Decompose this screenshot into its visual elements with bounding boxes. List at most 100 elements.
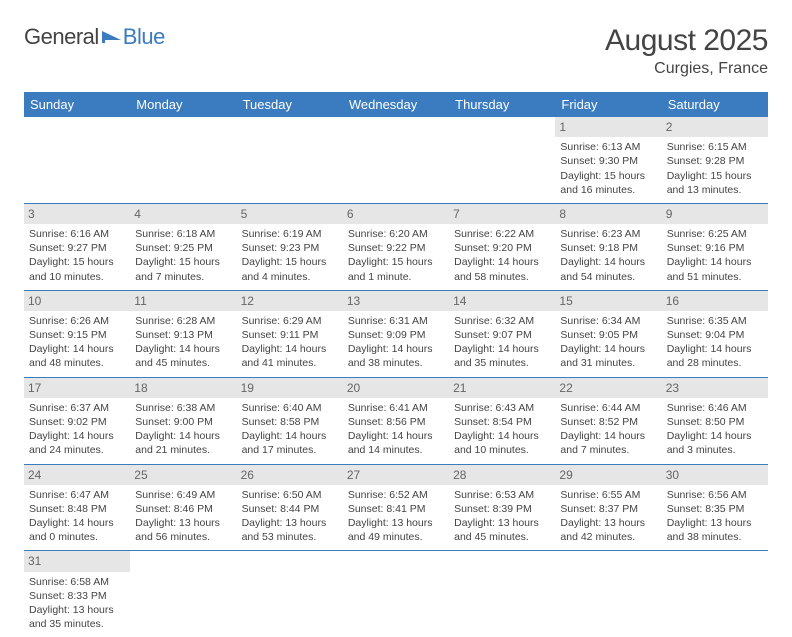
location: Curgies, France [605, 60, 768, 78]
daylight-text: Daylight: 13 hours and 45 minutes. [454, 516, 550, 544]
sunrise-text: Sunrise: 6:23 AM [560, 227, 656, 241]
sunset-text: Sunset: 8:37 PM [560, 502, 656, 516]
sunset-text: Sunset: 9:16 PM [667, 241, 763, 255]
sunrise-text: Sunrise: 6:52 AM [348, 488, 444, 502]
sunset-text: Sunset: 9:27 PM [29, 241, 125, 255]
weekday-header-row: Sunday Monday Tuesday Wednesday Thursday… [24, 92, 768, 117]
daylight-text: Daylight: 13 hours and 35 minutes. [29, 603, 125, 631]
daylight-text: Daylight: 15 hours and 1 minute. [348, 255, 444, 283]
day-number: 3 [24, 204, 130, 224]
day-number: 7 [449, 204, 555, 224]
sunset-text: Sunset: 9:02 PM [29, 415, 125, 429]
sunset-text: Sunset: 9:00 PM [135, 415, 231, 429]
sunrise-text: Sunrise: 6:16 AM [29, 227, 125, 241]
calendar-day-cell [662, 551, 768, 637]
daylight-text: Daylight: 13 hours and 42 minutes. [560, 516, 656, 544]
day-number: 30 [662, 465, 768, 485]
day-number: 10 [24, 291, 130, 311]
day-number: 6 [343, 204, 449, 224]
sunrise-text: Sunrise: 6:46 AM [667, 401, 763, 415]
daylight-text: Daylight: 13 hours and 38 minutes. [667, 516, 763, 544]
sunset-text: Sunset: 9:18 PM [560, 241, 656, 255]
calendar-day-cell: 26 Sunrise: 6:50 AMSunset: 8:44 PMDayligh… [237, 464, 343, 551]
daylight-text: Daylight: 14 hours and 41 minutes. [242, 342, 338, 370]
daylight-text: Daylight: 14 hours and 38 minutes. [348, 342, 444, 370]
day-number: 11 [130, 291, 236, 311]
day-number: 19 [237, 378, 343, 398]
calendar-day-cell: 19 Sunrise: 6:40 AMSunset: 8:58 PMDayligh… [237, 377, 343, 464]
daylight-text: Daylight: 15 hours and 4 minutes. [242, 255, 338, 283]
sunset-text: Sunset: 9:25 PM [135, 241, 231, 255]
calendar-week-row: 1Sunrise: 6:13 AMSunset: 9:30 PMDaylight… [24, 117, 768, 203]
day-number: 1 [555, 117, 661, 137]
logo: General Blue [24, 24, 165, 50]
sunrise-text: Sunrise: 6:40 AM [242, 401, 338, 415]
daylight-text: Daylight: 15 hours and 7 minutes. [135, 255, 231, 283]
calendar-day-cell [237, 117, 343, 203]
sunset-text: Sunset: 8:52 PM [560, 415, 656, 429]
calendar-day-cell [130, 117, 236, 203]
sunrise-text: Sunrise: 6:44 AM [560, 401, 656, 415]
calendar-day-cell: 27Sunrise: 6:52 AMSunset: 8:41 PMDayligh… [343, 464, 449, 551]
calendar-day-cell: 22Sunrise: 6:44 AMSunset: 8:52 PMDayligh… [555, 377, 661, 464]
sunset-text: Sunset: 9:09 PM [348, 328, 444, 342]
calendar-day-cell: 14Sunrise: 6:32 AMSunset: 9:07 PMDayligh… [449, 290, 555, 377]
sunrise-text: Sunrise: 6:28 AM [135, 314, 231, 328]
calendar-day-cell: 31Sunrise: 6:58 AMSunset: 8:33 PMDayligh… [24, 551, 130, 637]
calendar-day-cell: 11Sunrise: 6:28 AMSunset: 9:13 PMDayligh… [130, 290, 236, 377]
daylight-text: Daylight: 14 hours and 21 minutes. [135, 429, 231, 457]
sunrise-text: Sunrise: 6:58 AM [29, 575, 125, 589]
daylight-text: Daylight: 14 hours and 3 minutes. [667, 429, 763, 457]
day-number: 27 [343, 465, 449, 485]
sunrise-text: Sunrise: 6:37 AM [29, 401, 125, 415]
daylight-text: Daylight: 14 hours and 14 minutes. [348, 429, 444, 457]
sunset-text: Sunset: 8:54 PM [454, 415, 550, 429]
sunset-text: Sunset: 9:30 PM [560, 154, 656, 168]
calendar-day-cell [343, 117, 449, 203]
weekday-header: Tuesday [237, 92, 343, 117]
calendar-day-cell: 30Sunrise: 6:56 AMSunset: 8:35 PMDayligh… [662, 464, 768, 551]
sunset-text: Sunset: 9:22 PM [348, 241, 444, 255]
sunset-text: Sunset: 9:05 PM [560, 328, 656, 342]
calendar-day-cell: 15Sunrise: 6:34 AMSunset: 9:05 PMDayligh… [555, 290, 661, 377]
logo-text-2: Blue [123, 24, 165, 50]
sunrise-text: Sunrise: 6:53 AM [454, 488, 550, 502]
calendar-day-cell: 25Sunrise: 6:49 AMSunset: 8:46 PMDayligh… [130, 464, 236, 551]
sunset-text: Sunset: 9:04 PM [667, 328, 763, 342]
sunrise-text: Sunrise: 6:32 AM [454, 314, 550, 328]
daylight-text: Daylight: 14 hours and 10 minutes. [454, 429, 550, 457]
daylight-text: Daylight: 15 hours and 16 minutes. [560, 169, 656, 197]
sunset-text: Sunset: 8:48 PM [29, 502, 125, 516]
sunrise-text: Sunrise: 6:29 AM [242, 314, 338, 328]
sunrise-text: Sunrise: 6:26 AM [29, 314, 125, 328]
day-number: 9 [662, 204, 768, 224]
calendar-day-cell: 16Sunrise: 6:35 AMSunset: 9:04 PMDayligh… [662, 290, 768, 377]
daylight-text: Daylight: 13 hours and 53 minutes. [242, 516, 338, 544]
calendar-day-cell: 21Sunrise: 6:43 AMSunset: 8:54 PMDayligh… [449, 377, 555, 464]
calendar-day-cell [449, 551, 555, 637]
daylight-text: Daylight: 14 hours and 17 minutes. [242, 429, 338, 457]
day-number: 5 [237, 204, 343, 224]
sunrise-text: Sunrise: 6:47 AM [29, 488, 125, 502]
calendar-day-cell [449, 117, 555, 203]
day-number: 26 [237, 465, 343, 485]
sunset-text: Sunset: 8:58 PM [242, 415, 338, 429]
daylight-text: Daylight: 13 hours and 56 minutes. [135, 516, 231, 544]
daylight-text: Daylight: 13 hours and 49 minutes. [348, 516, 444, 544]
daylight-text: Daylight: 14 hours and 7 minutes. [560, 429, 656, 457]
day-number: 8 [555, 204, 661, 224]
calendar-day-cell: 23Sunrise: 6:46 AMSunset: 8:50 PMDayligh… [662, 377, 768, 464]
day-number: 2 [662, 117, 768, 137]
calendar-day-cell: 12Sunrise: 6:29 AMSunset: 9:11 PMDayligh… [237, 290, 343, 377]
sunset-text: Sunset: 8:44 PM [242, 502, 338, 516]
sunset-text: Sunset: 9:15 PM [29, 328, 125, 342]
daylight-text: Daylight: 14 hours and 28 minutes. [667, 342, 763, 370]
sunrise-text: Sunrise: 6:31 AM [348, 314, 444, 328]
sunset-text: Sunset: 9:23 PM [242, 241, 338, 255]
sunrise-text: Sunrise: 6:22 AM [454, 227, 550, 241]
sunrise-text: Sunrise: 6:50 AM [242, 488, 338, 502]
calendar-day-cell [130, 551, 236, 637]
sunset-text: Sunset: 9:13 PM [135, 328, 231, 342]
calendar-day-cell: 18Sunrise: 6:38 AMSunset: 9:00 PMDayligh… [130, 377, 236, 464]
daylight-text: Daylight: 14 hours and 31 minutes. [560, 342, 656, 370]
